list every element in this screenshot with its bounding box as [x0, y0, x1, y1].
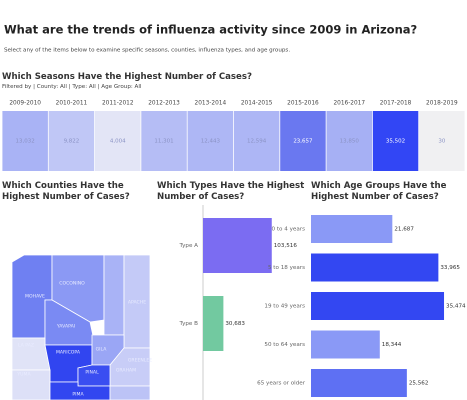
heat-cell: [419, 111, 465, 171]
x-tick-label: 2009-2010: [9, 101, 41, 107]
heat-cell: [2, 111, 48, 171]
bar: [203, 296, 224, 351]
value-label: 35,502: [386, 139, 405, 145]
bar: [311, 253, 439, 282]
county: [109, 385, 151, 400]
value-label: 13,032: [16, 139, 35, 145]
value-label: 35,474: [446, 304, 466, 310]
heat-cell: [95, 111, 141, 171]
x-tick-label: 2016-2017: [333, 101, 365, 107]
value-label: 9,822: [64, 139, 80, 145]
bar: [203, 218, 272, 273]
region-label: GRAHAM: [116, 368, 136, 374]
region-label: GILA: [96, 347, 108, 353]
value-label: 23,657: [293, 139, 313, 145]
value-label: 12,443: [201, 139, 221, 145]
heat-cell: [233, 111, 280, 171]
x-tick-label: 2012-2013: [148, 101, 180, 107]
county: [51, 254, 105, 323]
filter-note: Filtered by | County: All | Type: All | …: [2, 84, 142, 90]
map: [11, 254, 151, 400]
page-subtitle: Select any of the items below to examine…: [4, 48, 290, 54]
category-label: 0 to 4 years: [272, 227, 306, 233]
region-label: MARICOPA: [56, 350, 81, 356]
section-title: Which Counties Have the Highest Number o…: [2, 181, 130, 202]
region-label: PINAL: [85, 370, 99, 376]
value-label: 11,301: [154, 139, 173, 145]
category-label: 50 to 64 years: [264, 342, 305, 348]
county: [77, 364, 111, 387]
heat-cell: [141, 111, 187, 171]
x-tick-label: 2015-2016: [287, 101, 319, 107]
value-label: 13,850: [340, 139, 360, 145]
value-label: 30,683: [225, 321, 245, 327]
category-label: 19 to 49 years: [264, 304, 305, 310]
region-label: YUMA: [16, 372, 31, 378]
value-label: 21,687: [394, 227, 414, 233]
heat-cell: [187, 111, 234, 171]
x-tick-label: 2011-2012: [102, 101, 134, 107]
value-label: 25,562: [409, 381, 429, 387]
value-label: 4,004: [110, 139, 126, 145]
category-label: 65 years or older: [257, 381, 306, 387]
county: [11, 369, 51, 400]
region-label: MOHAVE: [25, 294, 45, 300]
x-tick-label: 2013-2014: [195, 101, 227, 107]
category-label: Type A: [179, 243, 199, 249]
value-label: 33,965: [440, 265, 460, 271]
category-label: Type B: [179, 321, 199, 327]
region-label: COCONINO: [59, 281, 85, 287]
section-title: Which Age Groups Have the Highest Number…: [311, 181, 447, 202]
bar: [311, 330, 380, 359]
category-label: 5 to 18 years: [268, 265, 305, 271]
value-label: 30: [438, 139, 445, 145]
heat-cell: [372, 111, 419, 171]
region-label: APACHE: [128, 300, 146, 306]
x-tick-label: 2017-2018: [380, 101, 412, 107]
bar: [311, 292, 445, 320]
region-label: GREENLEE: [128, 358, 152, 364]
region-label: LA PAZ: [18, 343, 34, 349]
page-title: What are the trends of influenza activit…: [4, 23, 417, 37]
x-tick-label: 2018-2019: [426, 101, 458, 107]
x-tick-label: 2010-2011: [56, 101, 88, 107]
county: [103, 254, 125, 336]
value-label: 12,594: [247, 139, 267, 145]
bar: [311, 369, 407, 397]
value-label: 18,344: [382, 342, 402, 348]
county: [44, 299, 96, 346]
x-tick-label: 2014-2015: [241, 101, 273, 107]
value-label: 103,516: [274, 243, 298, 249]
section-title: Which Types Have the Highest Number of C…: [157, 181, 305, 202]
bar: [311, 215, 393, 243]
region-label: YAVAPAI: [56, 324, 75, 330]
region-label: PIMA: [72, 392, 84, 398]
heat-cell: [48, 111, 95, 171]
section-title: Which Seasons Have the Highest Number of…: [2, 72, 252, 82]
heat-cell: [326, 111, 372, 171]
heat-cell: [280, 111, 326, 171]
